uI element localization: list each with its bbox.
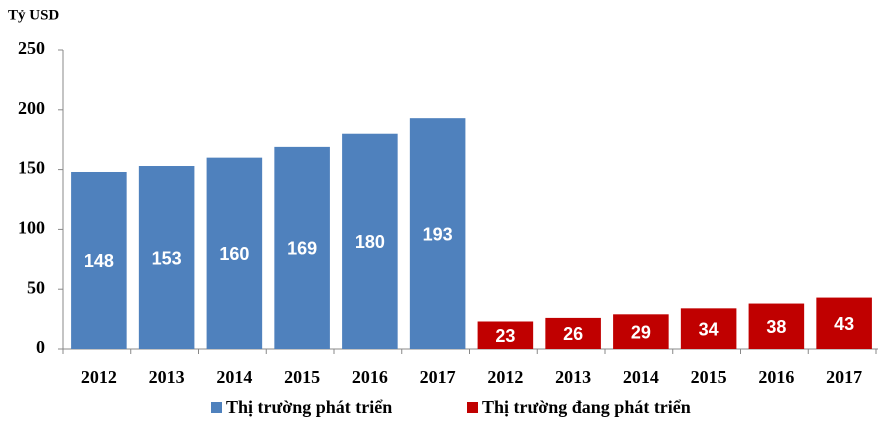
bar (138, 166, 195, 349)
x-tick-label: 2012 (487, 367, 523, 387)
data-label: 193 (423, 224, 453, 244)
bar (680, 308, 737, 349)
x-tick-label: 2012 (81, 367, 117, 387)
bar (342, 133, 398, 349)
data-label: 153 (152, 248, 182, 268)
y-axis-label: Tỷ USD (8, 7, 59, 23)
x-tick-label: 2014 (216, 367, 252, 387)
data-label: 43 (834, 314, 854, 334)
y-tick-label: 50 (27, 277, 45, 297)
y-tick-label: 200 (18, 98, 45, 118)
x-tick-label: 2014 (623, 367, 659, 387)
data-label: 38 (766, 317, 786, 337)
bar (477, 321, 534, 349)
y-tick-label: 250 (18, 38, 45, 58)
bar (545, 317, 601, 349)
bar (748, 303, 805, 349)
legend-swatch (211, 402, 222, 413)
data-label: 29 (631, 322, 651, 342)
legend-swatch (467, 402, 478, 413)
data-label: 180 (355, 232, 385, 252)
bar (409, 118, 466, 349)
bar (71, 171, 127, 349)
x-tick-label: 2013 (555, 367, 591, 387)
x-tick-label: 2015 (284, 367, 320, 387)
x-tick-label: 2017 (420, 367, 456, 387)
legend-label: Thị trường đang phát triển (482, 397, 691, 417)
x-tick-label: 2015 (691, 367, 727, 387)
bar (613, 314, 669, 349)
x-tick-label: 2017 (826, 367, 862, 387)
legend-label: Thị trường phát triển (226, 397, 392, 417)
bar (816, 297, 872, 349)
x-tick-label: 2013 (149, 367, 185, 387)
bar (206, 157, 263, 349)
data-label: 23 (495, 326, 515, 346)
x-tick-label: 2016 (758, 367, 794, 387)
x-tick-label: 2016 (352, 367, 388, 387)
data-label: 26 (563, 324, 583, 344)
data-label: 34 (699, 319, 719, 339)
bar (274, 146, 330, 349)
y-tick-label: 150 (18, 158, 45, 178)
data-label: 169 (287, 239, 317, 259)
y-tick-label: 100 (18, 218, 45, 238)
data-label: 148 (84, 251, 114, 271)
y-tick-label: 0 (36, 337, 45, 357)
data-label: 160 (219, 244, 249, 264)
